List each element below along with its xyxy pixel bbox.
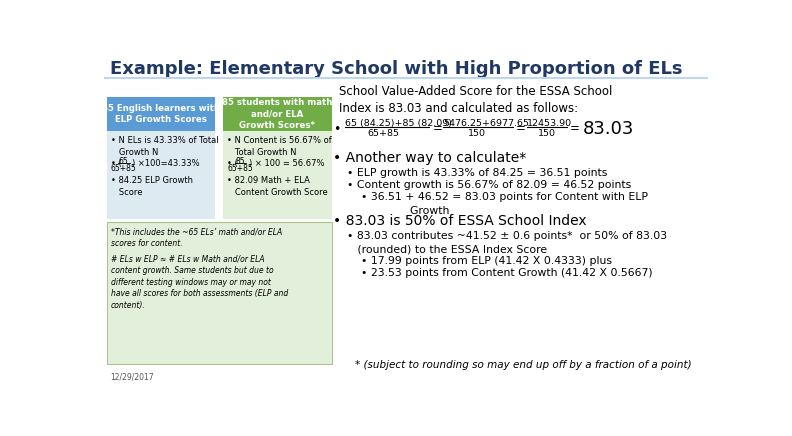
Text: 12453.90: 12453.90 bbox=[527, 119, 572, 128]
Text: 150: 150 bbox=[538, 129, 556, 137]
Text: 65+85: 65+85 bbox=[111, 164, 137, 173]
Text: • Content growth is 56.67% of 82.09 = 46.52 points: • Content growth is 56.67% of 82.09 = 46… bbox=[347, 180, 631, 190]
Text: =: = bbox=[570, 122, 580, 135]
Text: 83.03: 83.03 bbox=[583, 120, 634, 138]
Text: Example: Elementary School with High Proportion of ELs: Example: Elementary School with High Pro… bbox=[110, 60, 683, 78]
Text: • 17.99 points from ELP (41.42 X 0.4333) plus: • 17.99 points from ELP (41.42 X 0.4333)… bbox=[361, 255, 612, 266]
Text: • N ELs is 43.33% of Total
   Growth N: • N ELs is 43.33% of Total Growth N bbox=[111, 136, 219, 157]
Text: • 83.03 contributes ~41.52 ± 0.6 points*  or 50% of 83.03
   (rounded) to the ES: • 83.03 contributes ~41.52 ± 0.6 points*… bbox=[347, 231, 667, 254]
FancyBboxPatch shape bbox=[223, 131, 332, 219]
Text: 85: 85 bbox=[235, 157, 245, 166]
Text: • ELP growth is 43.33% of 84.25 = 36.51 points: • ELP growth is 43.33% of 84.25 = 36.51 … bbox=[347, 168, 607, 178]
FancyBboxPatch shape bbox=[107, 131, 215, 219]
Text: • Another way to calculate*: • Another way to calculate* bbox=[333, 151, 527, 165]
Text: • 82.09 Math + ELA
   Content Growth Score: • 82.09 Math + ELA Content Growth Score bbox=[227, 176, 328, 197]
Text: =: = bbox=[432, 122, 442, 135]
Text: • 83.03 is 50% of ESSA School Index: • 83.03 is 50% of ESSA School Index bbox=[333, 214, 587, 228]
Text: 150: 150 bbox=[468, 129, 486, 137]
Text: * (subject to rounding so may end up off by a fraction of a point): * (subject to rounding so may end up off… bbox=[355, 360, 691, 370]
Text: • (: • ( bbox=[227, 159, 238, 168]
Text: 65+85: 65+85 bbox=[367, 129, 399, 137]
Text: ) × 100 = 56.67%: ) × 100 = 56.67% bbox=[249, 159, 324, 168]
Text: ) ×100=43.33%: ) ×100=43.33% bbox=[132, 159, 200, 168]
Text: • 84.25 ELP Growth
   Score: • 84.25 ELP Growth Score bbox=[111, 176, 192, 197]
Text: 85 students with math
and/or ELA
Growth Scores*: 85 students with math and/or ELA Growth … bbox=[222, 98, 333, 130]
Text: 5476.25+6977.65: 5476.25+6977.65 bbox=[443, 119, 529, 128]
Text: 65+85: 65+85 bbox=[227, 164, 253, 173]
Text: *This includes the ~65 ELs’ math and/or ELA
scores for content.: *This includes the ~65 ELs’ math and/or … bbox=[111, 227, 282, 248]
Text: • N Content is 56.67% of
   Total Growth N: • N Content is 56.67% of Total Growth N bbox=[227, 136, 332, 157]
Text: • 23.53 points from Content Growth (41.42 X 0.5667): • 23.53 points from Content Growth (41.4… bbox=[361, 268, 653, 278]
Text: 65 English learners with
ELP Growth Scores: 65 English learners with ELP Growth Scor… bbox=[102, 103, 220, 124]
FancyBboxPatch shape bbox=[107, 222, 332, 364]
Text: • (: • ( bbox=[111, 159, 121, 168]
Text: School Value-Added Score for the ESSA School
Index is 83.03 and calculated as fo: School Value-Added Score for the ESSA Sc… bbox=[339, 85, 613, 115]
FancyBboxPatch shape bbox=[107, 97, 215, 131]
Text: 12/29/2017: 12/29/2017 bbox=[110, 373, 154, 382]
FancyBboxPatch shape bbox=[223, 97, 332, 131]
Text: # ELs w ELP ≈ # ELs w Math and/or ELA
content growth. Same students but due to
d: # ELs w ELP ≈ # ELs w Math and/or ELA co… bbox=[111, 254, 287, 310]
Text: •: • bbox=[333, 123, 341, 136]
Text: • 36.51 + 46.52 = 83.03 points for Content with ELP
              Growth: • 36.51 + 46.52 = 83.03 points for Conte… bbox=[361, 192, 648, 216]
Text: 65 (84.25)+85 (82.09): 65 (84.25)+85 (82.09) bbox=[345, 119, 452, 128]
Text: =: = bbox=[516, 122, 526, 135]
Text: 65: 65 bbox=[119, 157, 128, 166]
